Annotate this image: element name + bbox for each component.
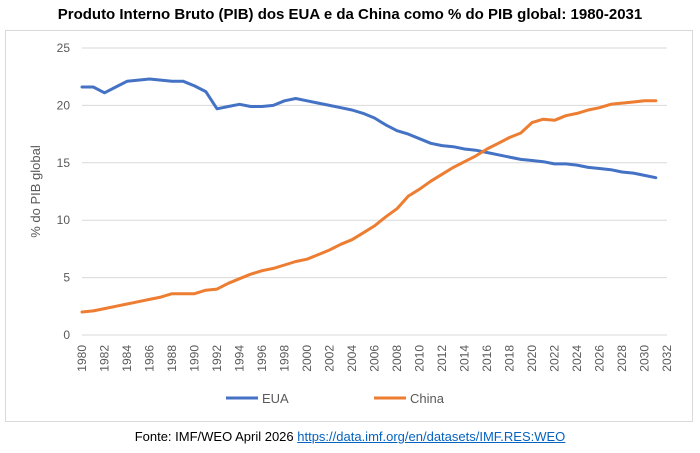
x-tick-label: 2004	[345, 345, 359, 372]
x-tick-label: 2020	[525, 345, 539, 372]
gridlines	[82, 47, 667, 336]
x-tick-label: 2016	[480, 345, 494, 372]
x-tick-label: 2032	[660, 345, 674, 372]
x-tick-label: 2012	[435, 345, 449, 372]
x-tick-label: 1996	[255, 345, 269, 372]
x-tick-label: 1998	[278, 345, 292, 372]
x-tick-label: 1982	[98, 345, 112, 372]
y-tick-label: 10	[57, 213, 71, 227]
x-tick-label: 2028	[615, 345, 629, 372]
chart-frame	[5, 30, 693, 422]
source-prefix: Fonte: IMF/WEO April 2026	[134, 429, 298, 444]
x-tick-label: 1994	[233, 345, 247, 372]
legend-label-china: China	[410, 391, 445, 406]
y-tick-label: 0	[63, 328, 70, 342]
x-tick-label: 1984	[120, 345, 134, 372]
legend-label-eua: EUA	[262, 391, 289, 406]
y-tick-label: 25	[57, 41, 71, 55]
legend: EUA China	[226, 391, 445, 406]
y-tick-label: 5	[63, 271, 70, 285]
x-tick-label: 2014	[458, 345, 472, 372]
series-lines	[80, 77, 658, 314]
series-line-eua	[80, 77, 658, 180]
source-note: Fonte: IMF/WEO April 2026 https://data.i…	[0, 429, 700, 444]
x-tick-label: 2006	[368, 345, 382, 372]
x-tick-label: 1990	[188, 345, 202, 372]
x-tick-labels: 1980 1982 1984 1986 1988 1990 1992 1994 1996 1998…	[75, 345, 674, 372]
x-tick-label: 2010	[413, 345, 427, 372]
y-tick-label: 15	[57, 156, 71, 170]
x-tick-label: 2000	[300, 345, 314, 372]
x-tick-label: 1986	[143, 345, 157, 372]
y-tick-labels: 0 5 10 15 20 25	[57, 41, 71, 342]
x-tick-label: 2008	[390, 345, 404, 372]
x-tick-label: 2026	[593, 345, 607, 372]
y-axis-title: % do PIB global	[28, 145, 43, 238]
x-tick-label: 2022	[548, 345, 562, 372]
x-tick-label: 2030	[638, 345, 652, 372]
source-link[interactable]: https://data.imf.org/en/datasets/IMF.RES…	[297, 429, 566, 444]
x-tick-label: 2018	[503, 345, 517, 372]
x-tick-label: 1988	[165, 345, 179, 372]
series-line-china	[80, 99, 658, 314]
chart-title: Produto Interno Bruto (PIB) dos EUA e da…	[57, 6, 643, 23]
x-tick-label: 2002	[323, 345, 337, 372]
x-tick-label: 2024	[570, 345, 584, 372]
x-tick-label: 1992	[210, 345, 224, 372]
x-tick-label: 1980	[75, 345, 89, 372]
y-tick-label: 20	[57, 98, 71, 112]
